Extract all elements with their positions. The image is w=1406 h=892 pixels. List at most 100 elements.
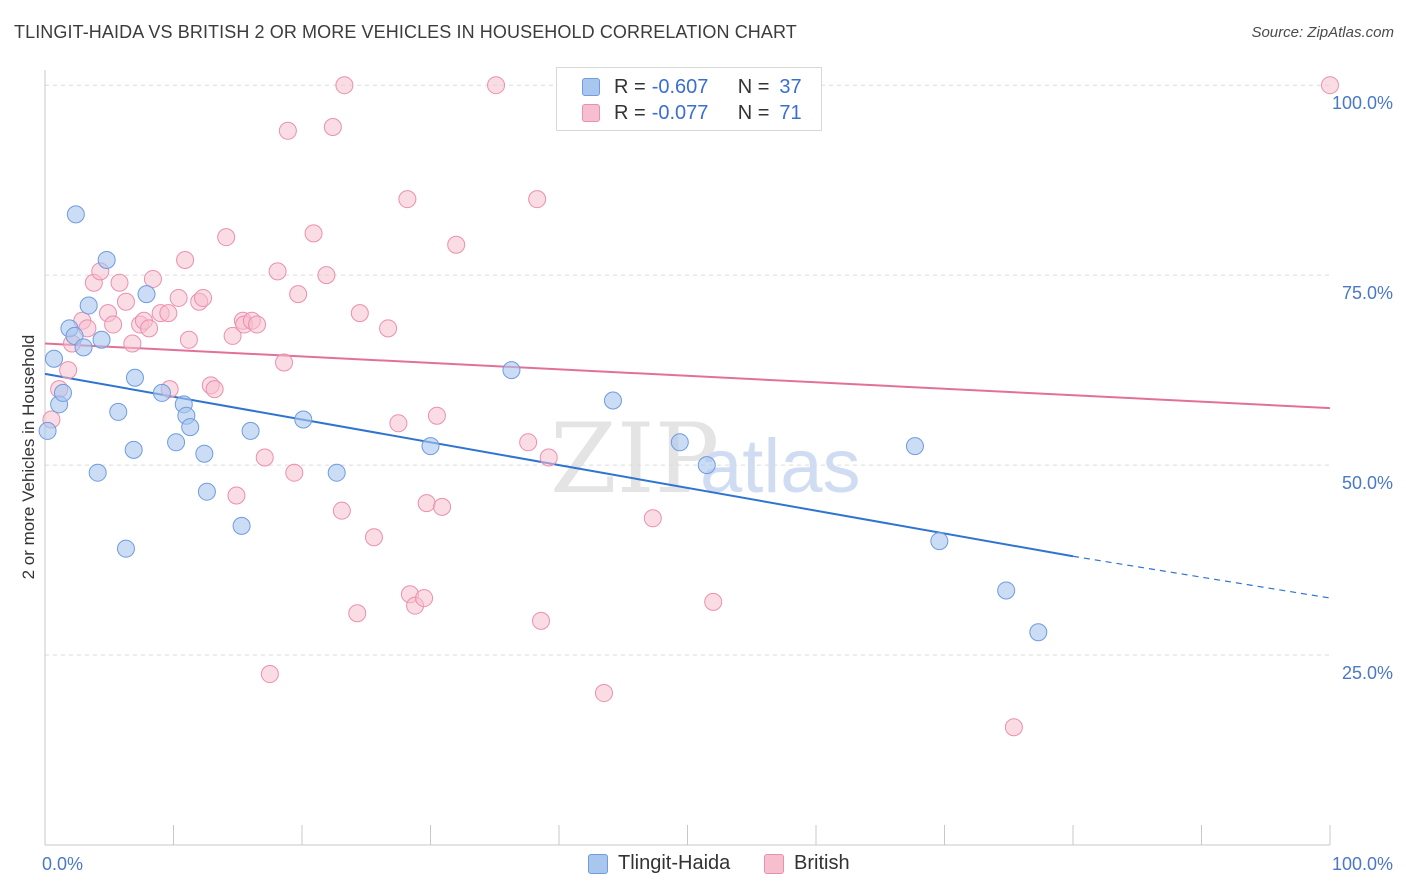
stats-legend: R = -0.607 N = 37 R = -0.077 N = 71 xyxy=(556,67,822,131)
british-point xyxy=(205,380,224,399)
british-point xyxy=(415,589,434,608)
tlingit-point xyxy=(294,410,313,429)
tlingit-point xyxy=(603,391,622,410)
tlingit-point xyxy=(241,421,260,440)
tlingit-point xyxy=(137,285,156,304)
tlingit-point xyxy=(38,421,57,440)
tlingit-point xyxy=(125,368,144,387)
british-point xyxy=(255,448,274,467)
british-point xyxy=(110,273,129,292)
british-point xyxy=(487,76,506,95)
tlingit-point xyxy=(109,402,128,421)
british-point xyxy=(427,406,446,425)
british-point xyxy=(528,190,547,209)
tlingit-r-value: -0.607 xyxy=(651,75,709,98)
y-tick-labels: 25.0% 50.0% 75.0% 100.0% xyxy=(1332,93,1393,683)
y-tick-label: 75.0% xyxy=(1342,283,1393,303)
british-point xyxy=(348,604,367,623)
tlingit-point xyxy=(53,383,72,402)
british-trend-line xyxy=(44,342,1331,410)
legend-item-british: British xyxy=(764,852,850,875)
british-point xyxy=(289,285,308,304)
tlingit-point xyxy=(92,330,111,349)
tlingit-n-value: 37 xyxy=(779,75,802,98)
british-point xyxy=(59,361,78,380)
british-r-value: -0.077 xyxy=(651,101,709,124)
tlingit-point xyxy=(930,532,949,551)
british-point xyxy=(350,304,369,323)
tlingit-point xyxy=(66,205,85,224)
tlingit-swatch xyxy=(582,78,600,96)
british-point xyxy=(398,190,417,209)
british-point xyxy=(285,463,304,482)
tlingit-point xyxy=(421,437,440,456)
british-point xyxy=(248,315,267,334)
n-label: N = xyxy=(737,101,770,124)
tlingit-legend-label: Tlingit-Haida xyxy=(618,852,731,874)
british-point xyxy=(323,117,342,136)
watermark-atlas: atlas xyxy=(700,424,861,509)
tlingit-point xyxy=(502,361,521,380)
tlingit-point xyxy=(74,338,93,357)
british-point xyxy=(532,611,551,630)
r-label: R = xyxy=(614,75,646,98)
british-legend-label: British xyxy=(794,852,850,874)
british-point xyxy=(159,304,178,323)
british-point xyxy=(278,121,297,140)
tlingit-point xyxy=(116,539,135,558)
tlingit-point xyxy=(997,581,1016,600)
british-point xyxy=(332,501,351,520)
british-point xyxy=(447,235,466,254)
british-point xyxy=(317,266,336,285)
british-point xyxy=(260,665,279,684)
tlingit-point xyxy=(670,433,689,452)
tlingit-point xyxy=(97,250,116,269)
british-point xyxy=(223,326,242,345)
source-label: Source: ZipAtlas.com xyxy=(1251,24,1394,41)
tlingit-point xyxy=(697,456,716,475)
british-point xyxy=(433,497,452,516)
british-point xyxy=(179,330,198,349)
british-point xyxy=(104,315,123,334)
tlingit-trend-extension xyxy=(1072,555,1331,599)
trend-lines xyxy=(44,342,1331,599)
british-point xyxy=(519,433,538,452)
british-point xyxy=(704,592,723,611)
tlingit-point xyxy=(327,463,346,482)
x-tick-label-max: 100.0% xyxy=(1332,854,1393,874)
y-axis-label: 2 or more Vehicles in Household xyxy=(19,335,38,580)
british-point xyxy=(194,288,213,307)
british-legend-swatch xyxy=(764,853,784,874)
british-point xyxy=(379,319,398,338)
tlingit-legend-swatch xyxy=(588,853,608,874)
british-point xyxy=(176,250,195,269)
tlingit-points xyxy=(38,205,1048,642)
tlingit-point xyxy=(124,440,143,459)
british-point xyxy=(539,448,558,467)
legend-row-tlingit: R = -0.607 N = 37 xyxy=(557,73,802,101)
tlingit-point xyxy=(195,444,214,463)
british-point xyxy=(389,414,408,433)
tlingit-point xyxy=(88,463,107,482)
tlingit-point xyxy=(197,482,216,501)
watermark: ZIP atlas xyxy=(550,403,861,515)
x-tick-labels: 0.0% 100.0% xyxy=(42,854,1393,874)
british-n-value: 71 xyxy=(779,101,802,124)
british-point xyxy=(227,486,246,505)
tlingit-point xyxy=(905,437,924,456)
british-point xyxy=(268,262,287,281)
tlingit-trend-line xyxy=(44,372,1074,558)
british-point xyxy=(116,292,135,311)
gridlines xyxy=(45,84,1330,656)
british-swatch xyxy=(582,104,600,122)
tlingit-point xyxy=(232,516,251,535)
british-point xyxy=(217,228,236,247)
british-point xyxy=(417,494,436,513)
british-points xyxy=(42,76,1339,737)
british-point xyxy=(1321,76,1339,95)
y-tick-label: 100.0% xyxy=(1332,93,1393,113)
british-point xyxy=(123,334,142,353)
tlingit-point xyxy=(181,418,200,437)
british-point xyxy=(335,76,354,95)
